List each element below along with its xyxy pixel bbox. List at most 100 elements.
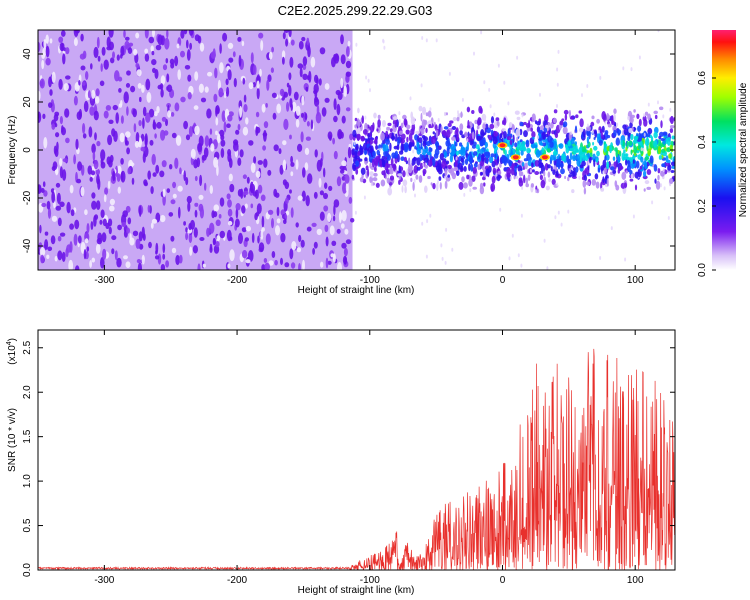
- signal-speckle: [669, 128, 674, 134]
- signal-speckle: [496, 120, 500, 127]
- signal-outlier: [365, 75, 368, 80]
- noise-speckle: [180, 50, 185, 58]
- signal-speckle: [549, 141, 554, 148]
- y-tick-label: 1.5: [22, 429, 33, 443]
- noise-speckle: [42, 113, 46, 120]
- signal-outlier: [660, 183, 663, 188]
- signal-speckle: [391, 132, 395, 141]
- noise-speckle: [347, 40, 351, 47]
- signal-speckle: [523, 121, 527, 126]
- signal-outlier: [496, 165, 499, 170]
- noise-speckle: [49, 38, 53, 44]
- noise-speckle: [297, 63, 304, 69]
- noise-speckle: [126, 147, 130, 155]
- noise-speckle: [132, 108, 137, 118]
- noise-speckle: [220, 148, 225, 158]
- signal-speckle: [374, 166, 377, 172]
- noise-speckle: [202, 263, 206, 268]
- signal-speckle: [643, 118, 648, 127]
- spectrogram-x-axis-label: Height of straight line (km): [298, 285, 415, 296]
- signal-speckle: [629, 122, 633, 128]
- signal-speckle: [630, 116, 634, 124]
- signal-speckle: [412, 181, 415, 191]
- signal-speckle: [445, 139, 451, 147]
- noise-speckle: [349, 133, 354, 141]
- signal-speckle: [432, 182, 436, 190]
- signal-speckle: [377, 114, 381, 120]
- noise-speckle: [77, 235, 82, 244]
- noise-speckle: [288, 85, 292, 97]
- signal-speckle: [495, 117, 500, 122]
- signal-speckle: [463, 166, 467, 172]
- signal-speckle: [413, 165, 419, 174]
- noise-speckle: [100, 149, 106, 161]
- noise-speckle: [284, 181, 290, 190]
- noise-speckle: [238, 54, 242, 67]
- noise-speckle: [120, 115, 124, 124]
- noise-speckle: [229, 157, 233, 169]
- y-tick-label: -40: [22, 238, 33, 253]
- noise-speckle: [146, 92, 152, 103]
- colorbar-tick-label: 0.6: [697, 71, 708, 85]
- signal-speckle: [434, 140, 439, 147]
- noise-speckle: [341, 242, 347, 249]
- noise-speckle: [87, 165, 93, 175]
- noise-speckle: [283, 30, 289, 33]
- signal-outlier: [511, 129, 514, 134]
- noise-speckle: [99, 80, 105, 87]
- noise-speckle: [138, 120, 142, 127]
- noise-speckle: [170, 62, 175, 69]
- snr-series-line: [38, 348, 675, 570]
- signal-speckle: [421, 135, 426, 139]
- noise-speckle: [278, 148, 282, 155]
- noise-speckle: [174, 157, 179, 169]
- noise-speckle: [70, 209, 75, 217]
- noise-speckle: [73, 233, 78, 246]
- noise-speckle: [338, 130, 343, 139]
- signal-speckle: [482, 176, 486, 181]
- noise-speckle: [82, 50, 87, 59]
- noise-speckle: [227, 114, 233, 122]
- noise-speckle: [348, 196, 353, 204]
- noise-speckle: [166, 30, 169, 39]
- signal-outlier: [630, 67, 633, 72]
- noise-speckle: [101, 232, 107, 243]
- noise-speckle: [166, 73, 170, 83]
- noise-speckle: [97, 55, 101, 62]
- noise-speckle: [73, 95, 78, 106]
- signal-speckle: [596, 150, 600, 157]
- signal-speckle: [643, 188, 646, 192]
- noise-speckle: [184, 65, 191, 70]
- signal-speckle: [419, 153, 423, 162]
- signal-speckle: [602, 159, 607, 169]
- signal-speckle: [397, 173, 403, 177]
- noise-speckle: [55, 205, 62, 211]
- noise-speckle: [266, 79, 270, 91]
- signal-speckle: [406, 124, 411, 130]
- signal-outlier: [398, 111, 401, 116]
- signal-speckle: [396, 144, 400, 151]
- signal-speckle: [567, 164, 572, 169]
- noise-speckle: [245, 259, 251, 264]
- noise-speckle: [316, 159, 322, 172]
- noise-speckle: [319, 47, 326, 55]
- signal-speckle: [654, 114, 658, 120]
- signal-speckle: [473, 163, 478, 168]
- signal-speckle: [531, 162, 534, 168]
- noise-speckle: [123, 255, 128, 260]
- noise-speckle: [62, 158, 69, 163]
- signal-speckle: [423, 157, 429, 163]
- noise-speckle: [263, 258, 268, 263]
- signal-speckle: [499, 162, 502, 168]
- noise-speckle: [289, 134, 292, 140]
- noise-speckle: [108, 30, 114, 38]
- signal-speckle: [381, 155, 386, 160]
- noise-speckle: [341, 210, 347, 222]
- noise-speckle: [220, 139, 226, 147]
- signal-speckle: [443, 151, 448, 159]
- signal-outlier: [455, 156, 458, 161]
- signal-speckle: [455, 150, 459, 156]
- noise-speckle: [171, 132, 177, 139]
- noise-speckle: [341, 160, 347, 167]
- noise-speckle: [310, 119, 314, 130]
